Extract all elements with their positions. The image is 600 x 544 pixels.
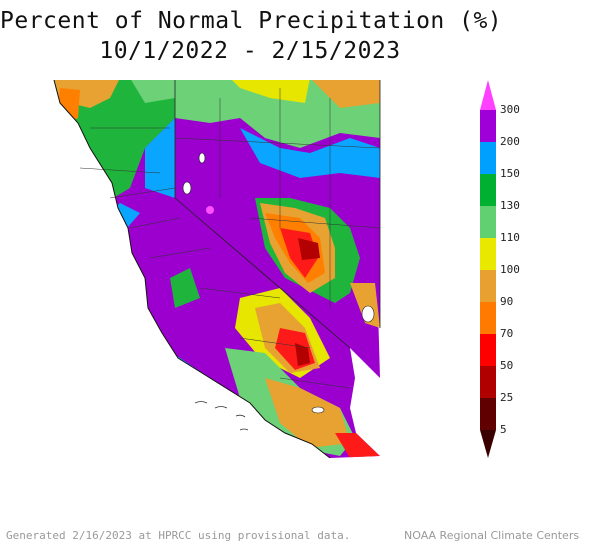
title-line-1: Percent of Normal Precipitation (%) <box>0 8 503 34</box>
legend-swatch <box>480 142 496 174</box>
channel-islands <box>194 401 249 431</box>
legend-label: 70 <box>500 327 514 340</box>
legend-label: 200 <box>500 135 520 148</box>
coastline <box>53 79 331 458</box>
legend-swatch <box>480 174 496 206</box>
legend-arrow-top <box>480 80 496 110</box>
legend-label: 50 <box>500 359 514 372</box>
title-line-2: 10/1/2022 - 2/15/2023 <box>99 38 401 64</box>
legend-arrow-bottom <box>480 430 496 458</box>
legend-label: 150 <box>500 167 520 180</box>
legend-swatch <box>480 206 496 238</box>
legend-label: 90 <box>500 295 514 308</box>
legend-swatch <box>480 302 496 334</box>
legend-label: 25 <box>500 391 514 404</box>
legend-swatch <box>480 398 496 430</box>
boundary-lines <box>79 80 381 389</box>
precipitation-map <box>53 79 381 458</box>
legend-swatch <box>480 238 496 270</box>
noaa-credit: NOAA Regional Climate Centers <box>404 529 580 542</box>
legend-swatch <box>480 110 496 142</box>
map-title: Percent of Normal Precipitation (%) 10/1… <box>0 6 503 66</box>
legend-label: 300 <box>500 103 520 116</box>
generated-footnote: Generated 2/16/2023 at HPRCC using provi… <box>6 529 351 542</box>
legend-swatch <box>480 366 496 398</box>
over-300-spot <box>206 206 214 214</box>
legend-label: 100 <box>500 263 520 276</box>
legend-colorbar <box>480 80 496 458</box>
legend-label: 130 <box>500 199 520 212</box>
legend-label: 110 <box>500 231 520 244</box>
legend-swatch <box>480 270 496 302</box>
legend-swatch <box>480 334 496 366</box>
legend-label: 5 <box>500 423 507 436</box>
lakes <box>182 152 375 414</box>
